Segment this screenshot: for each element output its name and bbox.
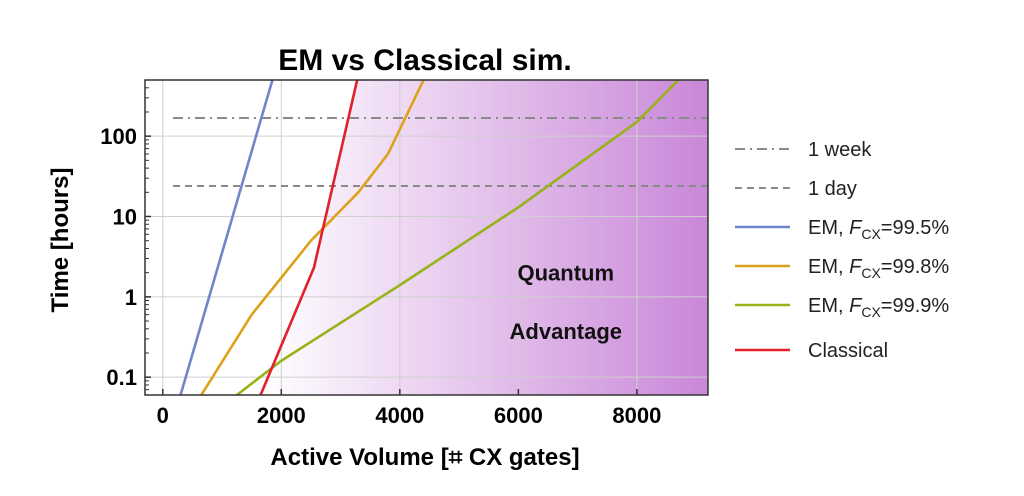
y-tick-label: 100 — [100, 124, 137, 149]
legend-label-1: EM, FCX=99.8% — [808, 256, 949, 281]
legend-label-0: EM, FCX=99.5% — [808, 217, 949, 242]
x-tick-label: 4000 — [375, 403, 424, 428]
series-line-3 — [259, 80, 359, 395]
x-axis-label: Active Volume [⌗ CX gates] — [270, 444, 579, 471]
plot-frame — [144, 79, 709, 396]
legend-label-1-day: 1 day — [808, 178, 857, 200]
legend-label-2: EM, FCX=99.9% — [808, 295, 949, 320]
quantum-label-line1: Quantum — [517, 260, 614, 285]
x-tick-label: 6000 — [494, 403, 543, 428]
chart-title: EM vs Classical sim. — [278, 44, 572, 77]
series-line-0 — [179, 80, 274, 395]
y-tick-label: 1 — [125, 285, 137, 310]
plot-area: Quantum Advantage — [145, 80, 708, 395]
x-tick-label: 8000 — [612, 403, 661, 428]
y-axis-label: Time [hours] — [47, 168, 74, 313]
y-tick-label: 10 — [113, 204, 137, 229]
gridlines — [145, 80, 708, 395]
series-line-1 — [200, 80, 425, 395]
quantum-label-line2: Advantage — [510, 319, 622, 344]
x-tick-label: 0 — [157, 403, 169, 428]
legend: 1 week 1 day EM, FCX=99.5% EM, FCX=99.8% EM,… — [735, 139, 949, 362]
axes: 0 2000 4000 6000 8000 0.1 1 10 100 — [100, 79, 709, 428]
legend-label-1-week: 1 week — [808, 139, 872, 161]
legend-label-3: Classical — [808, 340, 888, 362]
x-tick-label: 2000 — [257, 403, 306, 428]
series-group — [179, 80, 680, 395]
quantum-advantage-region — [260, 80, 708, 395]
y-tick-label: 0.1 — [106, 365, 137, 390]
